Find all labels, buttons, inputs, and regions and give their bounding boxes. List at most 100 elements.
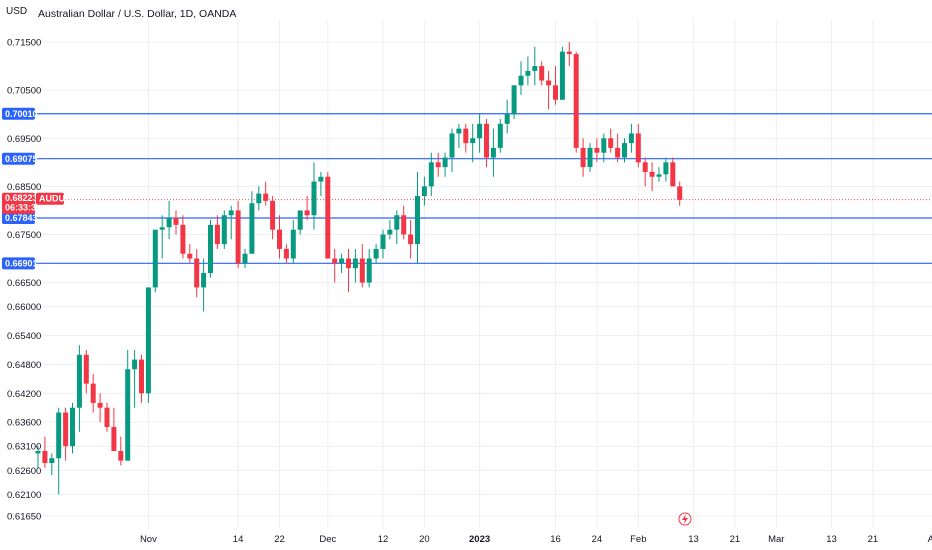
candle-body <box>159 227 165 230</box>
candle-body <box>256 193 262 204</box>
candle-body <box>608 138 614 148</box>
candle-body <box>221 215 227 245</box>
candle-body <box>152 229 158 288</box>
y-tick-label: 0.63100 <box>7 442 41 453</box>
y-tick-label: 0.67500 <box>7 230 41 241</box>
candle-body <box>249 203 255 254</box>
level-tag <box>2 257 35 270</box>
candle-body <box>76 354 82 408</box>
candle-body <box>442 157 448 168</box>
x-tick-label: 2023 <box>469 534 490 545</box>
time-axis[interactable]: Nov 14 22 Dec 12 20 2023 16 24 Feb 13 21 Mar 13 21 Apr <box>140 534 932 545</box>
level-tag-label: 0.67843 <box>5 213 38 223</box>
candle-body <box>553 85 558 100</box>
candle-body <box>587 147 593 168</box>
x-tick-label: 13 <box>688 534 699 545</box>
candle-body <box>201 272 207 288</box>
candle-body <box>435 162 441 168</box>
y-tick-label: 0.61650 <box>7 511 41 522</box>
x-tick-label: 13 <box>826 534 837 545</box>
candle-body <box>656 174 662 177</box>
y-tick-label: 0.71500 <box>7 38 41 49</box>
candle-body <box>622 143 627 158</box>
candle-body <box>35 451 41 454</box>
candle-body <box>573 54 579 148</box>
candle-body <box>304 210 310 216</box>
candle-body <box>380 234 386 249</box>
candle-body <box>539 66 545 81</box>
candle-body <box>325 176 331 259</box>
x-tick-label: 21 <box>868 534 879 545</box>
candle-body <box>180 224 186 254</box>
candle-body <box>290 229 296 259</box>
candle-body <box>532 66 538 71</box>
candle-body <box>42 451 48 464</box>
candle-body <box>449 133 455 158</box>
price-axis[interactable]: 0.71500 0.70500 0.69500 0.68500 0.67500 0.665… <box>7 38 41 523</box>
currency-unit-label: USD <box>6 6 28 17</box>
symbol-label: AUDUSD <box>39 194 78 204</box>
candle-body <box>90 383 96 403</box>
candle-body <box>339 258 345 264</box>
candle-body <box>263 193 269 201</box>
candle-body <box>518 75 524 86</box>
candle-body <box>63 412 69 447</box>
candle-body <box>277 229 282 249</box>
x-tick-label: 22 <box>274 534 285 545</box>
candle-body <box>366 258 372 283</box>
candle-body <box>649 171 655 177</box>
candle-body <box>104 407 110 427</box>
candle-body <box>283 248 289 259</box>
candle-body <box>242 253 248 264</box>
candle-body <box>187 253 193 259</box>
level-tag <box>2 152 35 165</box>
countdown-label: 06:33:32 <box>5 203 41 213</box>
x-tick-label: 14 <box>233 534 244 545</box>
y-tick-label: 0.64200 <box>7 389 41 400</box>
candle-body <box>401 215 407 235</box>
grid <box>35 20 932 528</box>
horizontal-levels <box>35 113 932 264</box>
chart-title: Australian Dollar / U.S. Dollar, 1D, OAN… <box>38 8 237 20</box>
candle-body <box>484 123 489 158</box>
y-tick-label: 0.62100 <box>7 490 41 501</box>
candle-body <box>642 162 648 172</box>
candle-body <box>297 210 303 230</box>
candle-body <box>132 359 138 370</box>
candle-body <box>111 426 117 452</box>
candle-body <box>615 147 621 158</box>
price-tags: 0.70010 0.69075 0.67843 0.66901 0.6822306:33… <box>2 107 78 270</box>
y-tick-label: 0.65400 <box>7 331 41 342</box>
candle-body <box>118 451 124 461</box>
candle-body <box>428 162 434 187</box>
level-tag <box>2 107 35 120</box>
x-tick-label: Mar <box>768 534 784 545</box>
candle-body <box>477 123 483 139</box>
y-tick-label: 0.66000 <box>7 302 41 313</box>
candle-body <box>490 147 496 158</box>
candle-body <box>670 162 676 187</box>
lightning-icon[interactable] <box>678 512 692 526</box>
candle-body <box>394 215 400 230</box>
candle-body <box>663 162 669 175</box>
candle-body <box>235 210 241 264</box>
level-tag-label: 0.66901 <box>5 259 38 269</box>
x-tick-label: Apr <box>928 534 932 545</box>
y-tick-label: 0.63600 <box>7 418 41 429</box>
candle-body <box>270 200 276 230</box>
y-tick-label: 0.70500 <box>7 86 41 97</box>
candle-body <box>504 114 510 124</box>
candle-body <box>83 354 89 384</box>
x-tick-label: 12 <box>378 534 389 545</box>
y-tick-label: 0.68500 <box>7 182 41 193</box>
candle-body <box>421 186 427 196</box>
candle-body <box>173 217 179 225</box>
candle-body <box>311 181 317 216</box>
x-tick-label: 16 <box>550 534 561 545</box>
level-tag-label: 0.70010 <box>5 109 38 119</box>
candle-body <box>511 85 517 115</box>
x-tick-label: 20 <box>419 534 430 545</box>
y-tick-label: 0.62600 <box>7 466 41 477</box>
candles <box>35 42 683 495</box>
